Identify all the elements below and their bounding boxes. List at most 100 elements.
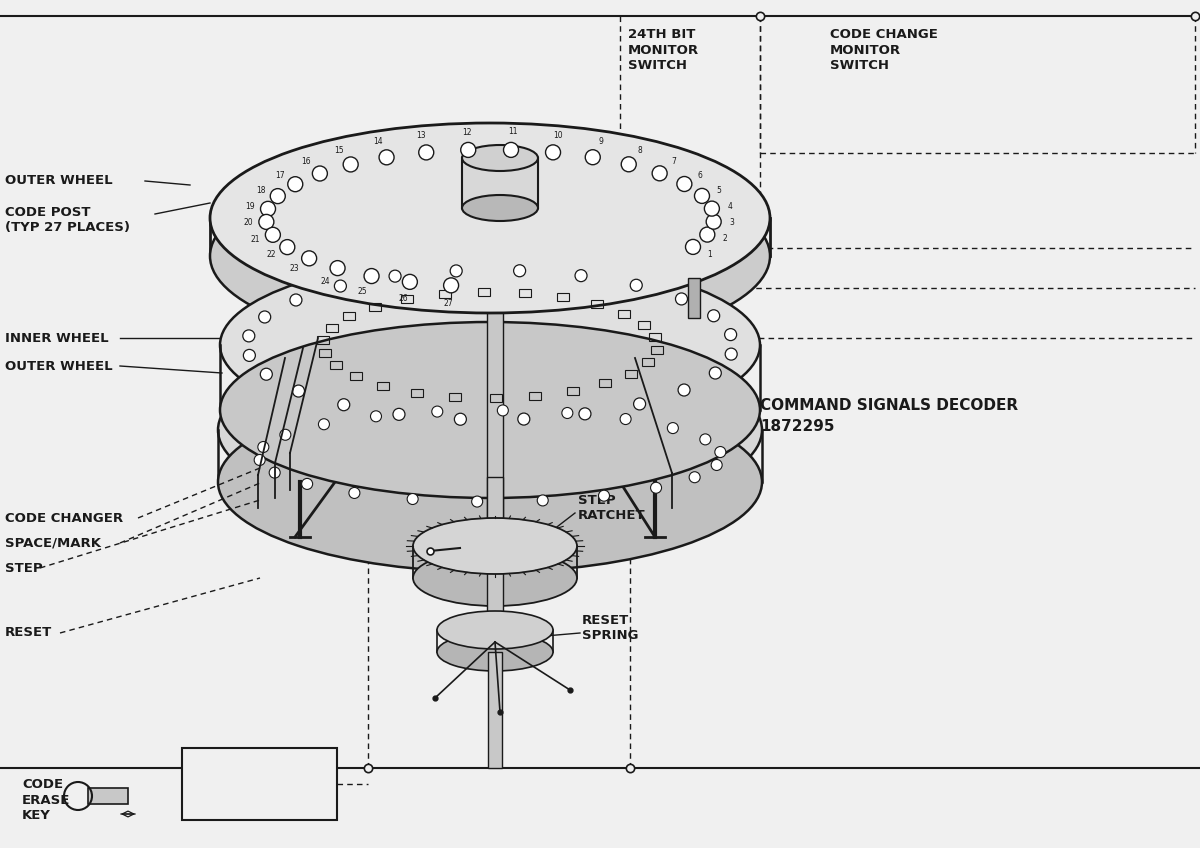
Text: STEP: STEP [5,561,43,574]
Text: 18: 18 [256,186,265,195]
Text: SPACE/MARK: SPACE/MARK [5,537,101,550]
Circle shape [260,201,276,216]
Ellipse shape [413,518,577,574]
Circle shape [269,467,280,478]
Circle shape [497,405,509,416]
Circle shape [379,150,394,165]
Circle shape [402,275,418,289]
Text: 5: 5 [716,186,721,194]
Circle shape [715,447,726,458]
Circle shape [259,311,271,323]
Text: OUTER WHEEL: OUTER WHEEL [5,175,113,187]
Text: CODE
ERASE
KEY: CODE ERASE KEY [22,778,71,822]
Text: 12: 12 [462,127,472,137]
Bar [401,295,413,303]
Circle shape [725,328,737,341]
Circle shape [712,460,722,471]
Text: CODE POST
(TYP 27 PLACES): CODE POST (TYP 27 PLACES) [5,205,130,235]
Circle shape [432,406,443,417]
Text: 24TH BIT
MONITOR
SWITCH: 24TH BIT MONITOR SWITCH [628,28,700,72]
Bar [649,333,661,341]
Circle shape [444,278,458,293]
Circle shape [678,384,690,396]
Ellipse shape [220,322,760,498]
Circle shape [389,271,401,282]
Text: STEP
RATCHET: STEP RATCHET [578,494,646,522]
Bar [479,288,491,296]
Bar [590,300,602,309]
Circle shape [349,488,360,499]
Circle shape [343,157,358,172]
Bar [688,278,700,318]
Bar [88,788,128,804]
Circle shape [472,496,482,507]
Circle shape [419,145,433,160]
Bar [487,477,503,597]
Bar [343,312,355,321]
Circle shape [293,385,305,397]
Circle shape [685,239,701,254]
Bar [518,289,530,298]
Ellipse shape [462,195,538,221]
Text: 6: 6 [697,170,702,180]
Circle shape [634,398,646,410]
Bar [487,518,503,618]
Text: COMMAND SIGNALS DECODER
1872295: COMMAND SIGNALS DECODER 1872295 [760,398,1018,434]
Circle shape [301,478,313,489]
Ellipse shape [437,611,553,649]
Circle shape [312,166,328,181]
Bar [325,324,337,332]
Text: 26: 26 [398,294,408,304]
Circle shape [318,419,330,430]
Bar [618,310,630,317]
Circle shape [301,251,317,266]
Circle shape [620,414,631,425]
Circle shape [546,145,560,160]
Text: 3: 3 [730,218,734,227]
Bar [490,393,502,402]
Bar [438,290,450,298]
Text: 7: 7 [671,157,676,166]
Text: 19: 19 [245,202,254,211]
Circle shape [455,413,467,425]
Text: 20: 20 [244,219,253,227]
Ellipse shape [462,145,538,171]
Bar [566,387,578,395]
Circle shape [700,434,710,445]
Text: 15: 15 [335,146,344,155]
Circle shape [392,409,404,421]
Circle shape [335,280,347,292]
Circle shape [725,349,737,360]
Text: 8: 8 [637,146,642,154]
Circle shape [575,270,587,282]
Circle shape [364,269,379,283]
Text: 22: 22 [266,250,276,259]
Text: 24: 24 [320,276,330,286]
Circle shape [708,310,720,321]
Circle shape [514,265,526,276]
Bar [368,303,380,310]
Circle shape [538,495,548,506]
Circle shape [254,455,265,466]
Text: 2: 2 [722,234,727,243]
Circle shape [461,142,475,158]
Text: 10: 10 [553,131,563,140]
Bar [330,361,342,370]
Bar [625,370,637,377]
Circle shape [258,442,269,453]
Circle shape [677,176,692,192]
Text: 11: 11 [508,127,517,137]
Circle shape [650,483,661,494]
Circle shape [622,157,636,172]
Circle shape [290,294,302,306]
Text: CODE CHANGE
MONITOR
SWITCH: CODE CHANGE MONITOR SWITCH [830,28,938,72]
Circle shape [709,367,721,379]
Bar [318,349,330,357]
Circle shape [260,368,272,380]
Bar [377,382,389,390]
Ellipse shape [218,392,762,572]
Ellipse shape [437,633,553,671]
Circle shape [337,399,349,410]
Text: 23: 23 [289,265,300,273]
Text: OUTER WHEEL: OUTER WHEEL [5,360,113,372]
